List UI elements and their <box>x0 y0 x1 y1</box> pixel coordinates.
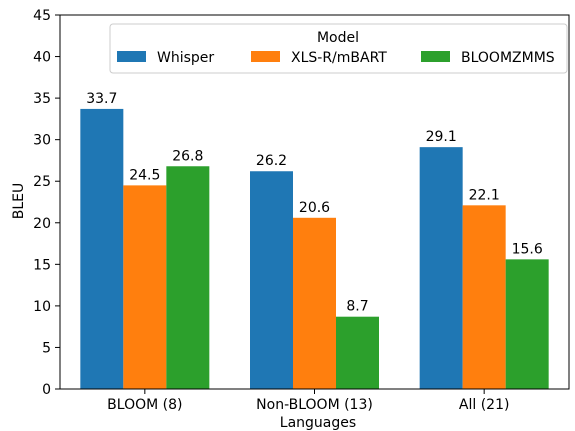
y-tick-label: 45 <box>33 8 51 24</box>
x-tick-label: All (21) <box>459 397 510 413</box>
legend-swatch <box>251 51 280 62</box>
data-label: 24.5 <box>129 167 160 183</box>
x-tick-label: Non-BLOOM (13) <box>256 397 373 413</box>
data-label: 29.1 <box>426 129 457 145</box>
y-tick-label: 25 <box>33 174 51 190</box>
y-tick-label: 10 <box>33 299 51 315</box>
legend-entries: Whisper XLS-R/mBART BLOOMZMMS <box>117 50 555 66</box>
data-label: 33.7 <box>86 91 117 107</box>
x-axis: BLOOM (8) Non-BLOOM (13) All (21) <box>107 389 509 413</box>
x-tick-label: BLOOM (8) <box>107 397 182 413</box>
y-tick-label: 0 <box>42 382 51 398</box>
legend-label: XLS-R/mBART <box>291 50 387 66</box>
bar-xls-r-mbart-1 <box>293 217 336 389</box>
legend-title: Model <box>317 30 359 46</box>
data-labels-group: 33.7 24.5 26.8 26.2 20.6 8.7 29.1 22.1 15.6 <box>86 91 543 315</box>
bar-xls-r-mbart-0 <box>123 185 167 389</box>
plot-frame <box>59 14 570 390</box>
legend-swatch <box>421 51 450 62</box>
y-tick-label: 35 <box>33 91 51 107</box>
legend-swatch <box>117 51 146 62</box>
y-axis-label: BLEU <box>11 183 27 220</box>
y-tick-label: 15 <box>33 257 51 273</box>
bar-xls-r-mbart-2 <box>462 205 506 389</box>
y-tick-label: 30 <box>33 133 51 149</box>
bar-bloomzmms-0 <box>166 166 210 389</box>
legend-label: Whisper <box>157 50 214 66</box>
y-tick-label: 20 <box>33 216 51 232</box>
data-label: 20.6 <box>299 200 330 216</box>
legend: Model Whisper XLS-R/mBART BLOOMZMMS <box>109 23 568 74</box>
bar-whisper-0 <box>80 108 124 389</box>
data-label: 8.7 <box>346 299 368 315</box>
x-axis-label: Languages <box>280 415 356 431</box>
data-label: 26.2 <box>256 153 287 169</box>
data-label: 22.1 <box>469 187 500 203</box>
bar-bloomzmms-1 <box>336 316 379 389</box>
data-label: 15.6 <box>512 241 543 257</box>
bar-whisper-1 <box>250 171 293 389</box>
y-axis: 0 5 10 15 20 25 30 35 40 45 <box>33 8 60 398</box>
legend-box <box>109 23 568 74</box>
data-label: 26.8 <box>172 148 203 164</box>
y-tick-label: 5 <box>42 340 51 356</box>
y-tick-label: 40 <box>33 50 51 66</box>
bar-whisper-2 <box>419 147 463 389</box>
bars-group <box>80 108 549 389</box>
bar-bloomzmms-2 <box>505 259 549 389</box>
legend-label: BLOOMZMMS <box>461 50 555 66</box>
